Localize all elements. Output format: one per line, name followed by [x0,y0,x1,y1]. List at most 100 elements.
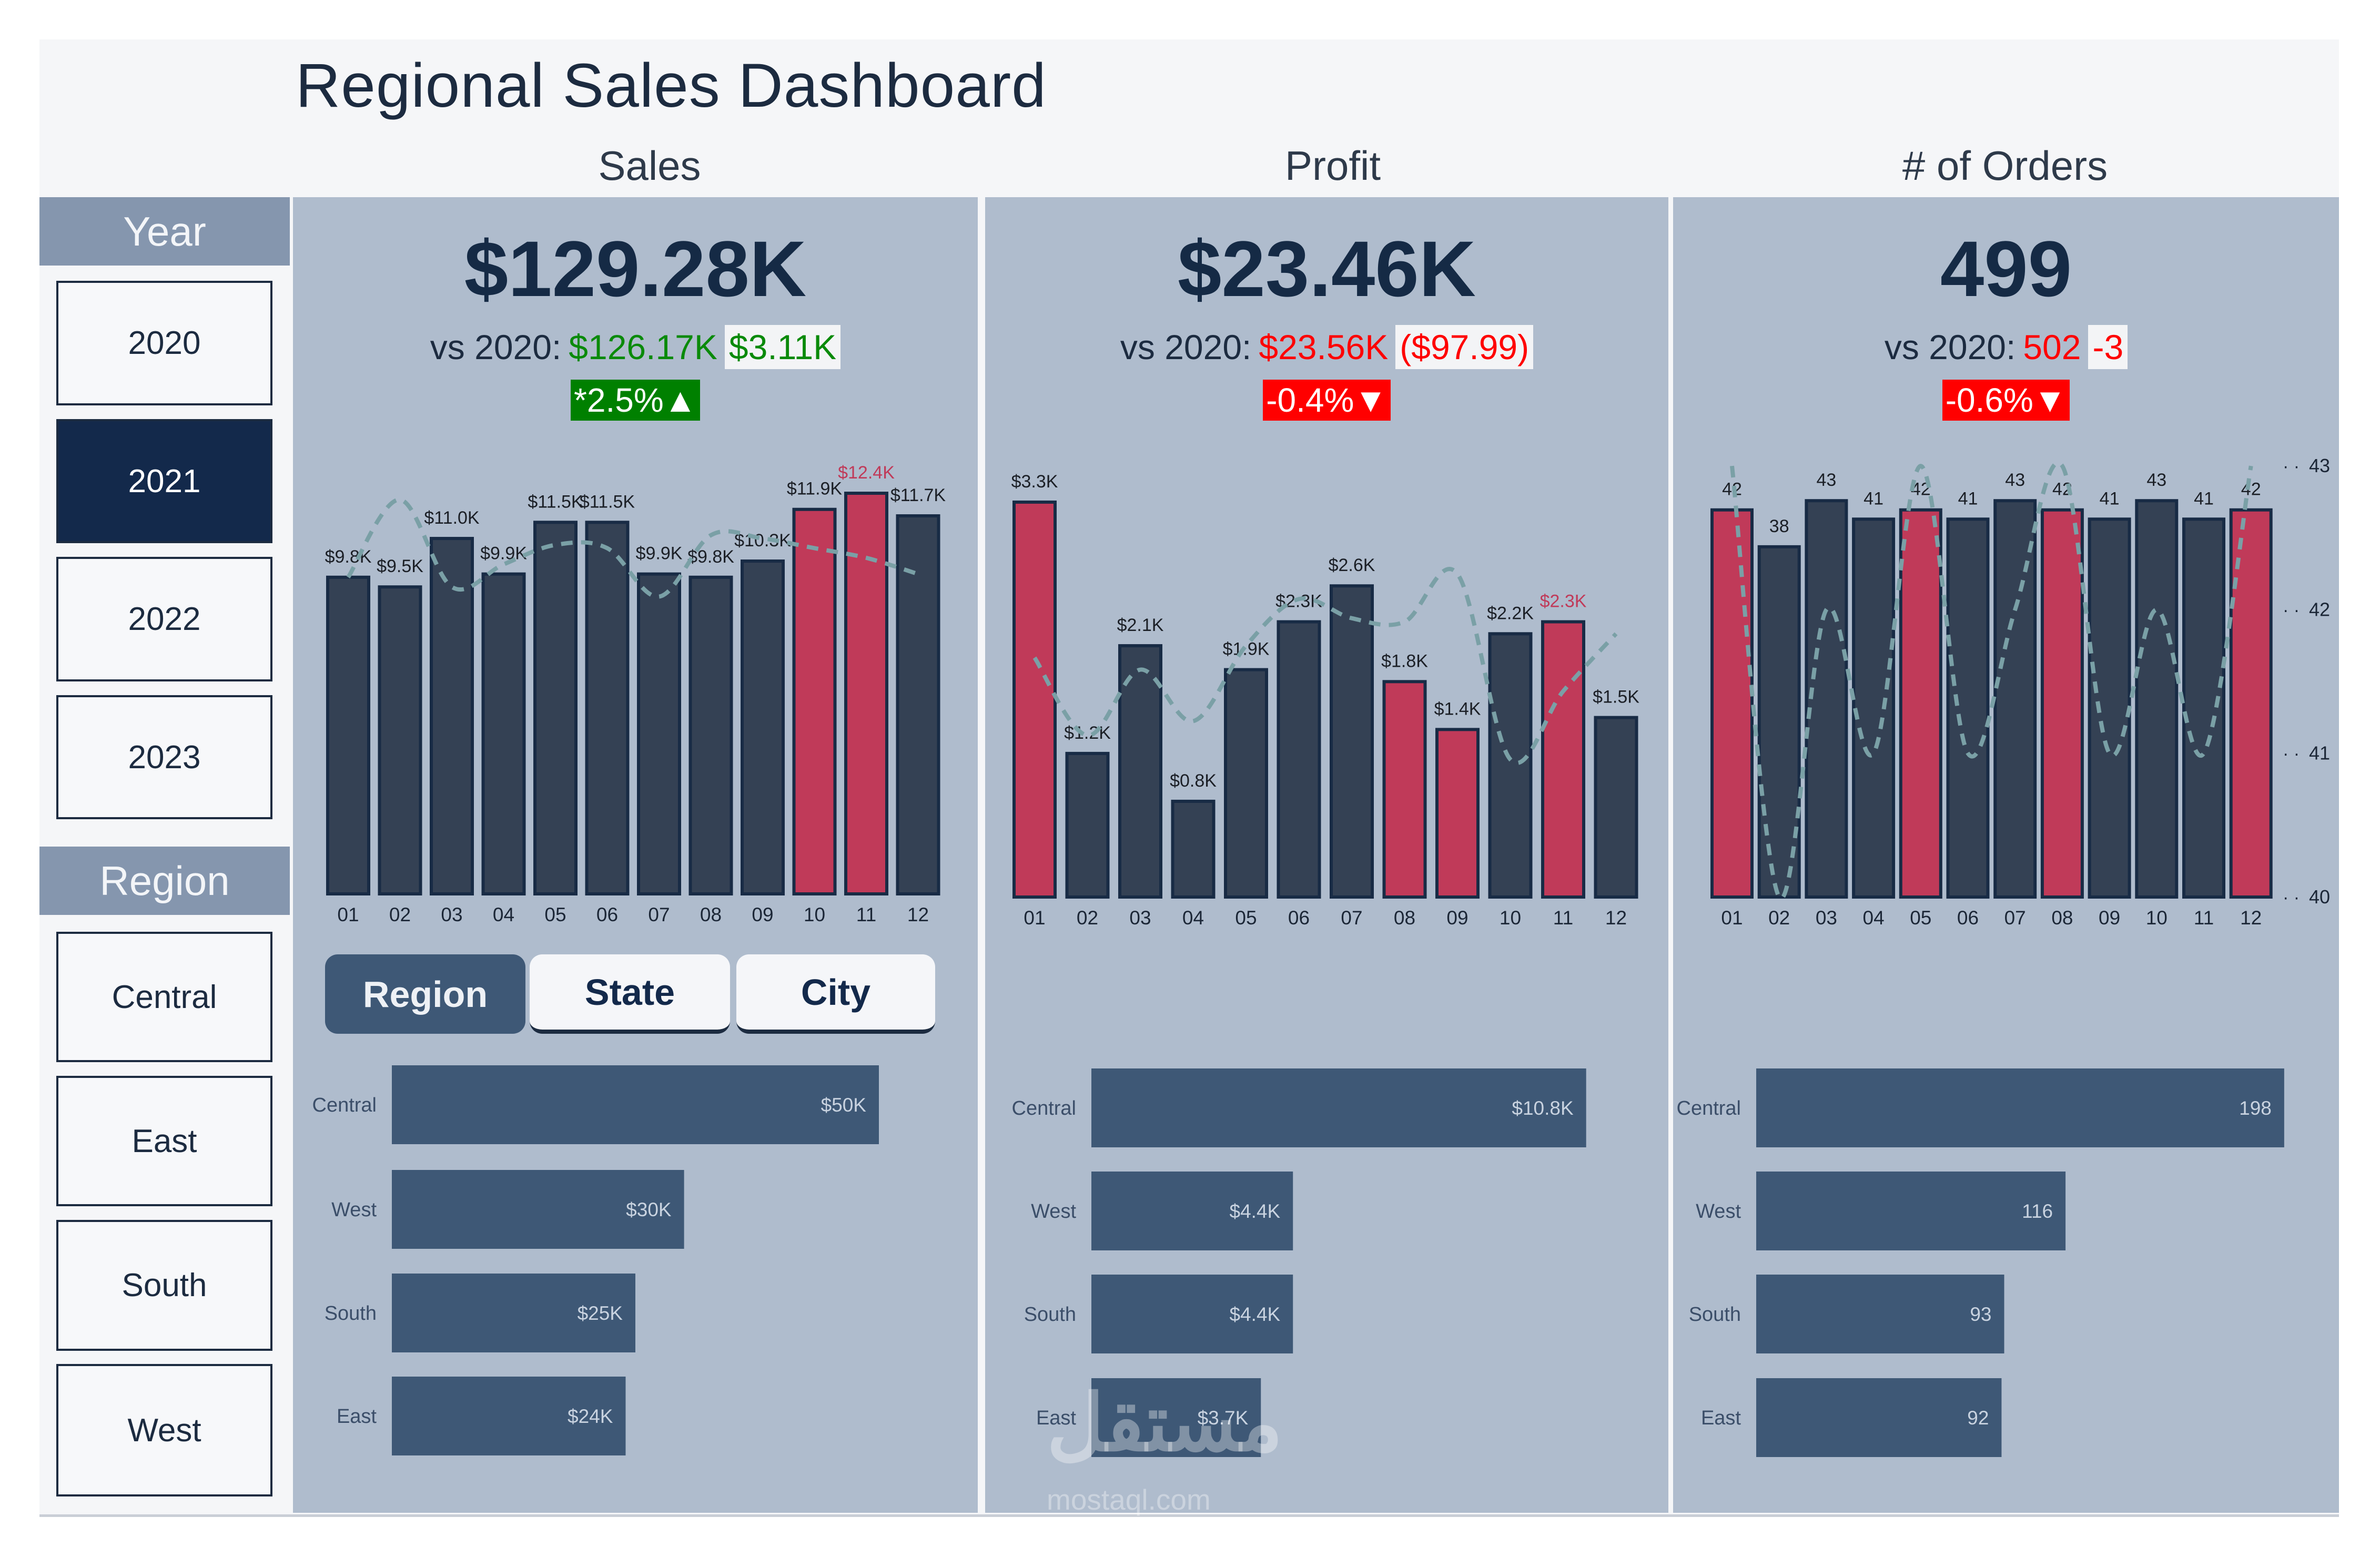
category-label: West [1696,1200,1741,1223]
bar-value-label: $24K [568,1406,613,1427]
bar-value-label: $1.8K [1381,651,1428,671]
bar-value-label: $2.2K [1487,603,1534,623]
prior-value: $126.17K [569,328,717,366]
watermark-url: mostaql.com [1047,1483,1211,1516]
bar-value-label: 116 [2022,1200,2053,1222]
bar-value-label: $9.9K [480,544,527,564]
prior-year-line [1730,461,2253,901]
category-label: East [337,1406,377,1428]
secondary-axis-tick-label: 43 [2309,455,2330,476]
month-tick-label: 04 [493,904,514,925]
bar [1852,517,1896,899]
bar [1488,632,1533,899]
bar-value-label: $2.3K [1540,592,1587,612]
region-button-west[interactable]: West [56,1364,272,1496]
bar-value-label: $1.4K [1434,699,1481,719]
bar-value-label: 43 [2005,470,2025,490]
delta-value: $3.11K [724,325,841,369]
sales-change-badge-wrap: *2.5% ▲ [293,380,978,421]
bar [1805,499,1848,899]
category-label: South [325,1302,377,1325]
bar-value-label: 43 [2146,470,2166,490]
horizontal-bar [392,1065,879,1144]
sales-comparison: vs 2020: $126.17K $3.11K [293,325,978,369]
secondary-axis-tick-label: 40 [2309,886,2330,908]
bar-value-label: 42 [1722,480,1742,500]
year-button-2020[interactable]: 2020 [56,281,272,405]
bar [1946,517,1990,899]
month-tick-label: 08 [700,904,722,925]
secondary-axis-tick-label: 42 [2309,598,2330,620]
region-button-central[interactable]: Central [56,932,272,1062]
bar [1757,545,1801,899]
bar [1993,499,2037,899]
month-tick-label: 08 [1394,907,1415,929]
bar-value-label: $10.8K [1512,1097,1574,1119]
category-label: Central [312,1094,377,1116]
bar-value-label: $11.5K [528,492,583,512]
month-tick-label: 11 [856,904,876,925]
region-button-east[interactable]: East [56,1076,272,1206]
bar-value-label: $4.4K [1230,1304,1281,1325]
prior-year-line [1032,567,1618,765]
axis-tick-mark: · · [2283,888,2300,908]
bar [1435,728,1480,899]
bar-value-label: $0.8K [1170,771,1217,791]
bar-value-label: $11.0K [424,508,480,528]
horizontal-bar [1756,1275,2004,1353]
prior-value: 502 [2023,328,2081,366]
bar [1541,620,1585,899]
bar-value-label: 198 [2239,1097,2272,1119]
bar-value-label: $50K [821,1094,867,1116]
profit-change-badge-wrap: -0.4% ▼ [985,380,1668,421]
bar-value-label: $9.8K [687,547,734,567]
tab-city[interactable]: City [736,954,935,1034]
page-title: Regional Sales Dashboard [296,51,1047,120]
horizontal-bar [1091,1068,1586,1147]
tab-state[interactable]: State [530,954,730,1034]
region-button-south[interactable]: South [56,1220,272,1351]
bar [378,585,422,895]
bar [1224,668,1268,899]
tab-region[interactable]: Region [325,954,525,1034]
bar-value-label: $11.7K [890,485,946,505]
sales-header: Sales [598,142,701,189]
bar [2182,517,2225,899]
orders-header: # of Orders [1902,142,2108,189]
bar [1277,620,1321,899]
month-tick-label: 09 [2099,907,2120,929]
triangle-up-icon: ▲ [663,381,697,419]
year-button-2023[interactable]: 2023 [56,695,272,819]
bar-value-label: 41 [1864,488,1883,508]
profit-change-badge: -0.4% ▼ [1263,380,1391,421]
year-button-2022[interactable]: 2022 [56,557,272,681]
profit-header: Profit [1284,142,1381,189]
month-tick-label: 06 [596,904,618,925]
category-label: West [1031,1200,1076,1223]
horizontal-bar [1091,1275,1293,1353]
axis-tick-mark: · · [2283,744,2300,764]
bar-value-label: $9.8K [325,547,372,567]
bar-value-label: $9.9K [636,544,683,564]
bar-value-label: $3.3K [1011,472,1058,492]
horizontal-bar [392,1170,684,1249]
bar [533,521,578,895]
month-tick-label: 03 [1129,907,1151,929]
horizontal-bar [1756,1172,2066,1250]
bar [2040,508,2084,899]
year-button-2021[interactable]: 2021 [56,419,272,543]
bar [792,507,837,895]
comparison-label: vs 2020: [1884,328,2016,366]
month-tick-label: 06 [1288,907,1310,929]
bar [1899,508,1942,899]
bar [2088,517,2131,899]
bar [1382,680,1427,899]
profit-comparison: vs 2020: $23.56K ($97.99) [985,325,1668,369]
delta-value: -3 [2088,325,2128,369]
bar [2229,508,2273,899]
bar-value-label: $2.6K [1329,555,1375,575]
month-tick-label: 03 [441,904,462,925]
month-tick-label: 05 [544,904,566,925]
bar [2135,499,2179,899]
